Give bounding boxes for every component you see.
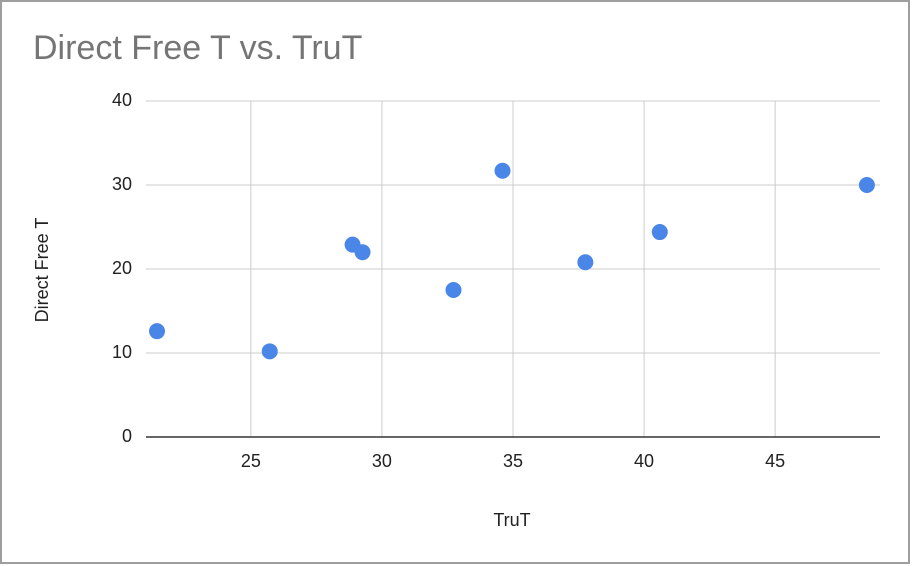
x-tick-label: 35 [503,451,523,471]
y-axis-label: Direct Free T [32,218,52,323]
x-tick-label: 45 [765,451,785,471]
point [261,343,278,360]
x-tick-label: 25 [241,451,261,471]
x-tick-label: 30 [372,451,392,471]
x-tick-label: 40 [634,451,654,471]
y-tick-label: 30 [112,174,132,194]
y-tick-label: 20 [112,258,132,278]
point [494,162,511,179]
x-axis-label: TruT [493,510,530,530]
point [149,323,166,340]
point [445,282,462,298]
chart-title: Direct Free T vs. TruT [33,29,362,67]
point [354,244,371,261]
point [651,224,668,241]
y-tick-label: 0 [122,426,132,446]
y-tick-label: 40 [112,90,132,110]
y-tick-label: 10 [112,342,132,362]
point [858,177,875,193]
point [577,254,594,271]
